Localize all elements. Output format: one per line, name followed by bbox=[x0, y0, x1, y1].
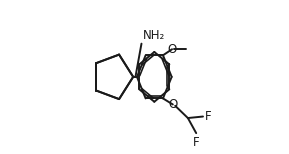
Text: O: O bbox=[168, 98, 177, 111]
Text: O: O bbox=[167, 43, 177, 56]
Text: NH₂: NH₂ bbox=[143, 29, 165, 42]
Text: F: F bbox=[205, 110, 211, 123]
Text: F: F bbox=[193, 136, 199, 149]
